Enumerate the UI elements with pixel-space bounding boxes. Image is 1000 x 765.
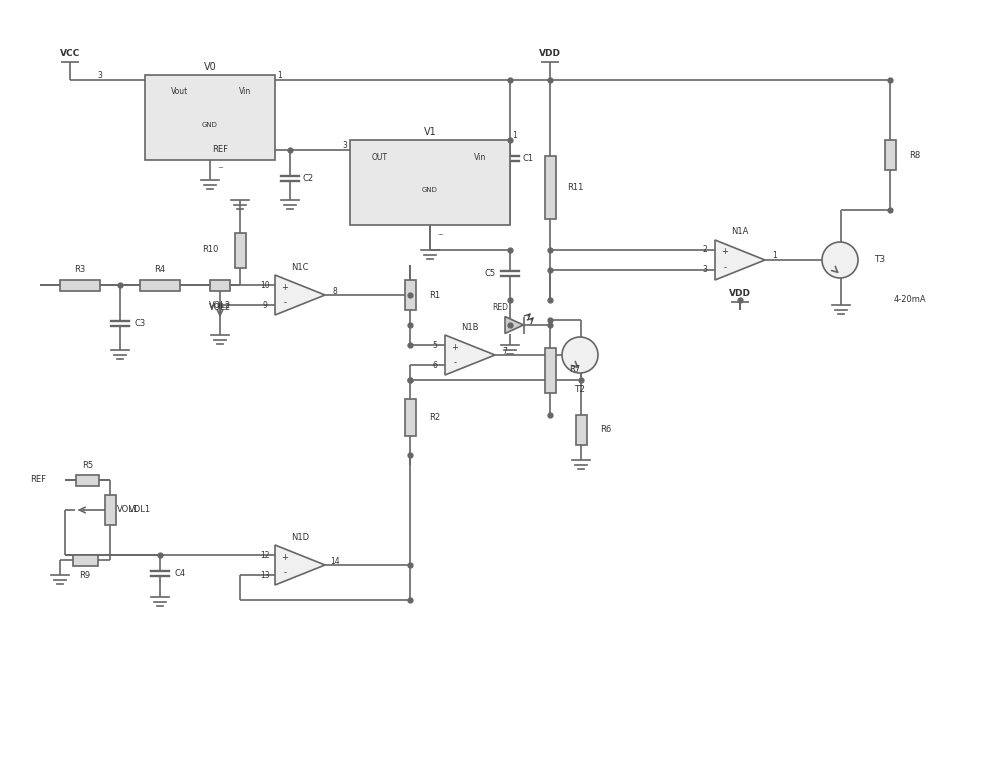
Text: C1: C1 — [522, 154, 534, 163]
Text: N1A: N1A — [731, 227, 749, 236]
Text: +: + — [282, 552, 288, 562]
Text: V0: V0 — [204, 62, 216, 72]
Text: C2: C2 — [302, 174, 314, 183]
Bar — [576, 415, 586, 445]
Text: VOL1: VOL1 — [129, 506, 151, 515]
Polygon shape — [715, 240, 765, 280]
Text: 7: 7 — [503, 347, 507, 356]
Bar — [404, 280, 416, 310]
Text: N1D: N1D — [291, 532, 309, 542]
Circle shape — [822, 242, 858, 278]
Text: ~: ~ — [437, 232, 443, 238]
Bar — [60, 279, 100, 291]
Text: REF: REF — [30, 476, 46, 484]
Text: ~: ~ — [217, 165, 223, 171]
Text: +: + — [722, 248, 728, 256]
Text: 1: 1 — [278, 70, 282, 80]
Text: C4: C4 — [174, 569, 186, 578]
Text: R2: R2 — [429, 413, 441, 422]
Bar — [76, 474, 99, 486]
Text: GND: GND — [202, 122, 218, 128]
Bar — [145, 75, 275, 160]
Bar — [234, 233, 246, 268]
Text: T3: T3 — [874, 256, 886, 265]
Text: N1C: N1C — [291, 262, 309, 272]
Text: -: - — [284, 298, 287, 308]
Bar — [544, 347, 556, 392]
Text: VDD: VDD — [729, 289, 751, 298]
Text: T2: T2 — [574, 386, 586, 395]
Text: OUT: OUT — [372, 152, 388, 161]
Text: R4: R4 — [154, 265, 166, 275]
Text: 14: 14 — [330, 558, 340, 567]
Bar — [72, 555, 98, 565]
Text: 3: 3 — [98, 70, 102, 80]
Polygon shape — [275, 545, 325, 585]
Text: REF: REF — [212, 145, 228, 155]
Text: 12: 12 — [260, 551, 270, 559]
Text: GND: GND — [422, 187, 438, 193]
Text: VCC: VCC — [60, 50, 80, 58]
Bar — [544, 156, 556, 219]
Text: VOL1: VOL1 — [117, 506, 139, 515]
Polygon shape — [275, 275, 325, 315]
Text: C3: C3 — [134, 319, 146, 328]
Text: Vin: Vin — [239, 87, 251, 96]
Text: 8: 8 — [333, 288, 337, 297]
Text: VOL2: VOL2 — [209, 301, 231, 310]
Text: R11: R11 — [567, 183, 583, 192]
Polygon shape — [445, 335, 495, 375]
Text: R10: R10 — [202, 246, 218, 255]
Text: 2: 2 — [703, 246, 707, 255]
Text: 10: 10 — [260, 281, 270, 289]
Text: 5: 5 — [433, 340, 437, 350]
Text: +: + — [452, 343, 458, 351]
Text: Vin: Vin — [474, 152, 486, 161]
Text: VOL2: VOL2 — [209, 302, 231, 311]
Bar — [350, 140, 510, 225]
Text: Vout: Vout — [171, 87, 189, 96]
Text: R9: R9 — [79, 571, 91, 580]
Text: 3: 3 — [343, 141, 347, 149]
Text: R6: R6 — [600, 425, 612, 435]
Text: 1: 1 — [773, 250, 777, 259]
Text: 13: 13 — [260, 571, 270, 580]
Text: -: - — [724, 263, 726, 272]
Bar — [885, 140, 896, 170]
Text: 1: 1 — [513, 131, 517, 139]
Text: V1: V1 — [424, 127, 436, 137]
Bar — [140, 279, 180, 291]
Text: -: - — [454, 359, 456, 367]
Text: 9: 9 — [263, 301, 267, 310]
Bar — [404, 399, 416, 436]
Polygon shape — [505, 317, 524, 334]
Text: RED: RED — [492, 302, 508, 311]
Text: N1B: N1B — [461, 323, 479, 331]
Text: R7: R7 — [569, 366, 581, 375]
Text: VDD: VDD — [539, 50, 561, 58]
Bar — [210, 279, 230, 291]
Text: 6: 6 — [433, 360, 437, 369]
Text: R8: R8 — [909, 151, 921, 159]
Text: +: + — [282, 282, 288, 291]
Text: 3: 3 — [703, 265, 707, 275]
Text: -: - — [284, 568, 287, 578]
Bar — [104, 495, 116, 525]
Text: R5: R5 — [82, 461, 93, 470]
Text: R1: R1 — [429, 291, 441, 300]
Circle shape — [562, 337, 598, 373]
Text: C5: C5 — [484, 269, 496, 278]
Text: R3: R3 — [74, 265, 86, 275]
Text: 4-20mA: 4-20mA — [894, 295, 926, 304]
